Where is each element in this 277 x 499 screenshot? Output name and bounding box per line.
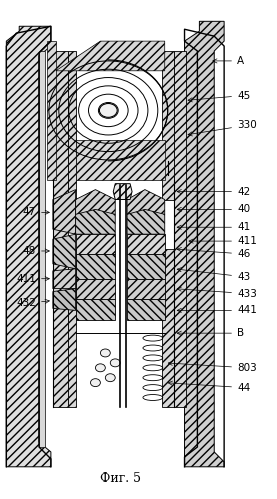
Text: 44: 44 bbox=[168, 381, 250, 393]
Text: Фиг. 5: Фиг. 5 bbox=[100, 472, 141, 485]
Polygon shape bbox=[76, 254, 115, 279]
Text: 41: 41 bbox=[177, 222, 250, 232]
Text: B: B bbox=[177, 328, 244, 338]
Text: 411: 411 bbox=[189, 236, 257, 246]
Text: 47: 47 bbox=[23, 208, 49, 218]
Ellipse shape bbox=[96, 364, 105, 372]
Bar bbox=[68, 51, 76, 200]
Polygon shape bbox=[127, 298, 165, 320]
Ellipse shape bbox=[91, 379, 100, 387]
Bar bbox=[162, 51, 174, 200]
Polygon shape bbox=[56, 41, 165, 71]
Polygon shape bbox=[53, 190, 76, 234]
Polygon shape bbox=[127, 210, 165, 234]
Polygon shape bbox=[76, 190, 115, 215]
Text: 46: 46 bbox=[177, 248, 250, 259]
Text: 40: 40 bbox=[177, 205, 250, 215]
Text: 432: 432 bbox=[16, 298, 49, 308]
Polygon shape bbox=[76, 140, 165, 180]
Polygon shape bbox=[53, 269, 76, 288]
Polygon shape bbox=[127, 190, 165, 215]
Text: A: A bbox=[213, 56, 244, 66]
Ellipse shape bbox=[110, 359, 120, 367]
Bar bbox=[162, 249, 174, 407]
Polygon shape bbox=[53, 234, 76, 269]
Text: 411: 411 bbox=[16, 274, 49, 284]
Polygon shape bbox=[6, 26, 51, 467]
Polygon shape bbox=[47, 41, 56, 180]
Text: 45: 45 bbox=[188, 90, 250, 102]
Text: 803: 803 bbox=[168, 361, 257, 373]
Text: 42: 42 bbox=[177, 187, 250, 197]
Polygon shape bbox=[76, 298, 115, 320]
Polygon shape bbox=[184, 21, 224, 467]
Ellipse shape bbox=[100, 349, 110, 357]
Text: 43: 43 bbox=[177, 267, 250, 282]
Polygon shape bbox=[127, 279, 165, 298]
Ellipse shape bbox=[99, 103, 117, 117]
Polygon shape bbox=[127, 234, 165, 254]
Text: 48: 48 bbox=[23, 246, 49, 256]
Bar bbox=[53, 51, 68, 407]
Text: 433: 433 bbox=[177, 287, 257, 298]
Polygon shape bbox=[76, 234, 115, 254]
Text: 441: 441 bbox=[177, 305, 257, 315]
Bar bbox=[174, 51, 186, 407]
Polygon shape bbox=[76, 210, 115, 234]
Polygon shape bbox=[113, 184, 132, 200]
Bar bbox=[39, 51, 45, 447]
Bar bbox=[68, 249, 76, 407]
Ellipse shape bbox=[105, 374, 115, 382]
Text: 330: 330 bbox=[188, 120, 257, 136]
Polygon shape bbox=[53, 288, 76, 310]
Polygon shape bbox=[127, 254, 165, 279]
Polygon shape bbox=[76, 279, 115, 298]
